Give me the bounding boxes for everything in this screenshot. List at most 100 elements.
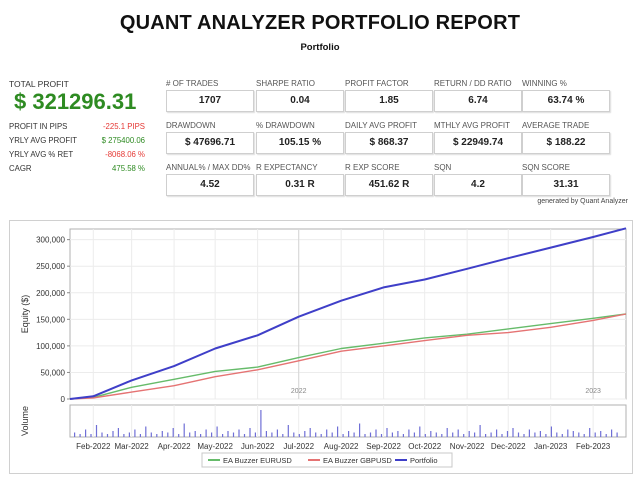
volume-bar <box>353 432 355 437</box>
y-tick-label: 0 <box>61 395 66 404</box>
report-subtitle: Portfolio <box>300 42 340 53</box>
x-tick-label: Feb-2023 <box>576 442 611 451</box>
volume-bar <box>101 432 103 437</box>
summary-value: -8068.06 % <box>105 150 145 159</box>
volume-bar <box>112 431 114 437</box>
legend-label: EA Buzzer GBPUSD <box>323 456 392 465</box>
volume-bar <box>254 432 256 437</box>
volume-bar <box>583 434 585 437</box>
metric-value: 31.31 <box>522 174 610 196</box>
series-line-portfolio <box>69 227 627 400</box>
volume-bar <box>276 429 278 437</box>
volume-bar <box>578 432 580 437</box>
volume-bar <box>380 434 383 437</box>
volume-bar <box>479 425 481 437</box>
metric-label: SQN SCORE <box>522 163 571 172</box>
equity-chart-panel: Feb-2022 Mar-2022 Apr-2022 May-2022 Jun-2022… <box>9 220 633 474</box>
report-title: QUANT ANALYZER PORTFOLIO REPORT <box>119 12 521 34</box>
volume-bar <box>304 431 306 437</box>
volume-bar <box>74 432 76 437</box>
volume-bar <box>243 434 246 437</box>
summary-value: -225.1 PIPS <box>102 122 145 131</box>
volume-bar <box>463 434 465 437</box>
x-tick-label: Nov-2022 <box>450 442 485 451</box>
volume-bar <box>539 431 541 437</box>
metric-value: 0.04 <box>256 90 344 112</box>
volume-bar <box>419 426 421 437</box>
volume-bar <box>359 423 361 437</box>
metric-label: SQN <box>434 163 452 172</box>
volume-bar <box>424 434 426 437</box>
metric-label: # OF TRADES <box>166 79 219 88</box>
legend-label: Portfolio <box>410 456 438 465</box>
volume-bar <box>474 432 476 437</box>
metric-label: R EXPECTANCY <box>256 163 318 172</box>
x-tick-label: Sep-2022 <box>366 442 401 451</box>
x-tick-label: Oct-2022 <box>408 442 441 451</box>
volume-bar <box>85 429 87 437</box>
x-tick-label: Dec-2022 <box>491 442 526 451</box>
x-tick-label: Feb-2022 <box>76 442 111 451</box>
volume-bar <box>616 432 618 437</box>
volume-bar <box>506 431 509 437</box>
metric-value: 451.62 R <box>345 174 433 196</box>
volume-bar <box>172 428 174 437</box>
metric-value: $ 47696.71 <box>166 132 254 154</box>
x-tick-label: Jan-2023 <box>534 442 568 451</box>
volume-bar <box>413 432 415 437</box>
volume-bar <box>457 429 459 437</box>
volume-bar <box>265 431 267 437</box>
metric-value: 6.74 <box>434 90 522 112</box>
volume-bar <box>271 432 273 437</box>
volume-bar <box>550 426 552 437</box>
metric-value: 4.52 <box>166 174 254 196</box>
volume-bar <box>326 429 328 437</box>
volume-bar <box>156 434 158 437</box>
volume-bar <box>556 432 558 437</box>
volume-bar <box>117 428 119 437</box>
metric-label: SHARPE RATIO <box>256 79 315 88</box>
metric-value: 105.15 % <box>256 132 344 154</box>
volume-bar <box>348 431 350 437</box>
volume-bar <box>594 432 596 437</box>
volume-bar <box>205 429 207 437</box>
volume-bar <box>397 431 399 437</box>
metric-value: $ 188.22 <box>522 132 610 154</box>
metric-label: R EXP SCORE <box>345 163 400 172</box>
volume-bar <box>386 428 388 437</box>
summary-row-cagr: CAGR 475.58 % <box>9 164 145 173</box>
volume-bar <box>337 426 339 437</box>
volume-bar <box>183 423 185 437</box>
y-tick-label: 200,000 <box>36 289 65 298</box>
volume-bar <box>90 434 92 437</box>
volume-bar <box>408 429 410 437</box>
summary-row-yrly-avg-ret: YRLY AVG % RET -8068.06 % <box>9 150 145 159</box>
metric-label: MTHLY AVG PROFIT <box>434 121 511 130</box>
volume-bar <box>298 434 300 437</box>
volume-bar <box>282 434 284 437</box>
metric-label: PROFIT FACTOR <box>345 79 409 88</box>
volume-axis-label: Volume <box>20 406 30 436</box>
volume-bar <box>150 432 152 437</box>
volume-bar <box>331 432 333 437</box>
equity-chart: Feb-2022 Mar-2022 Apr-2022 May-2022 Jun-2022… <box>20 227 627 468</box>
metric-value: 63.74 % <box>522 90 610 112</box>
volume-bar <box>435 432 437 437</box>
year-label: 2023 <box>585 388 601 395</box>
metric-value: 0.31 R <box>256 174 344 196</box>
volume-bar <box>446 428 448 437</box>
legend-box <box>201 452 453 468</box>
metric-label: % DRAWDOWN <box>256 121 315 130</box>
metric-label: RETURN / DD RATIO <box>434 79 512 88</box>
volume-bar <box>528 429 530 437</box>
volume-bar <box>128 432 130 437</box>
metric-value: $ 22949.74 <box>434 132 522 154</box>
volume-bar <box>79 434 81 437</box>
summary-label: YRLY AVG % RET <box>9 150 74 159</box>
volume-bar <box>567 429 569 437</box>
volume-bar <box>249 428 251 437</box>
x-tick-label: May-2022 <box>197 442 233 451</box>
volume-bar <box>232 432 235 437</box>
volume-bar <box>496 429 498 437</box>
generated-by-note: generated by Quant Analyzer <box>537 198 628 205</box>
